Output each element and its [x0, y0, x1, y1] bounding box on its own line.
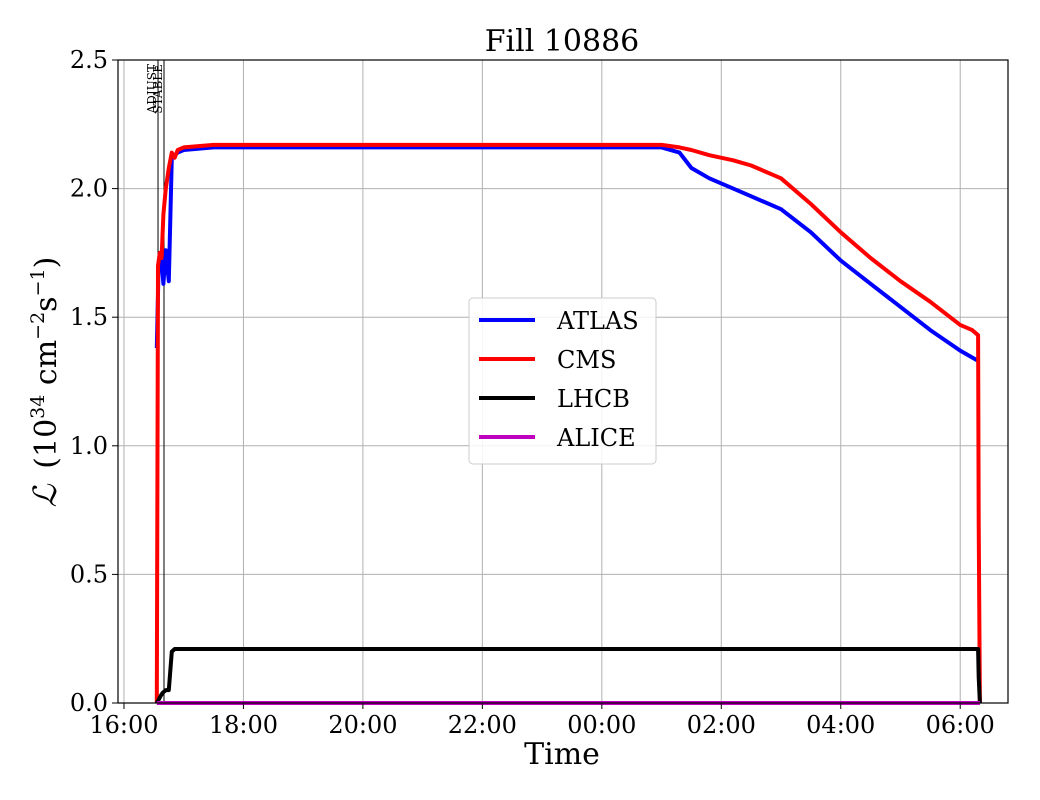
y-axis-label-exp2: −2: [27, 312, 49, 340]
legend-label: ATLAS: [556, 307, 639, 335]
plot-frame: [117, 59, 1009, 704]
x-tick-label: 22:00: [448, 711, 517, 739]
x-tick-label: 18:00: [209, 711, 278, 739]
y-tick-label: 0.5: [70, 560, 108, 588]
x-tick-label: 00:00: [567, 711, 636, 739]
x-tick-label: 04:00: [806, 711, 875, 739]
y-axis-label-exp1: 34: [27, 395, 49, 419]
legend-label: CMS: [557, 346, 616, 374]
y-axis-label-mid1: cm: [29, 340, 64, 395]
x-axis-ticks: 16:00 18:00 20:00 22:00 00:00 02:00 04:00 06:00: [89, 703, 995, 739]
x-tick-label: 16:00: [89, 711, 158, 739]
x-axis-label: Time: [524, 737, 600, 772]
legend-box: [468, 297, 657, 465]
y-axis-label-base: (10: [29, 419, 64, 469]
y-axis-ticks: 0.0 0.5 1.0 1.5 2.0 2.5: [70, 46, 118, 717]
y-tick-label: 2.5: [70, 46, 108, 74]
legend-label: ALICE: [556, 424, 636, 452]
y-tick-label: 0.0: [70, 689, 108, 717]
chart-title: Fill 10886: [485, 24, 640, 59]
y-axis-label-exp3: −1: [27, 268, 49, 296]
legend: ATLAS CMS LHCB ALICE: [468, 297, 657, 465]
phase-marker-label: STABLE: [151, 64, 165, 114]
x-tick-label: 06:00: [926, 711, 995, 739]
y-axis-label-mid2: s: [29, 296, 64, 311]
series-line-lhcb: [155, 647, 982, 704]
series-line-atlas: [154, 145, 980, 363]
y-tick-label: 2.0: [70, 175, 108, 203]
phase-marker-label: ADJUST: [145, 64, 159, 114]
y-axis-label-end: ): [29, 257, 64, 269]
y-tick-label: 1.5: [70, 303, 108, 331]
legend-label: LHCB: [557, 385, 630, 413]
x-tick-label: 20:00: [328, 711, 397, 739]
series-line-cms: [154, 142, 982, 704]
y-axis-label: ℒ (1034 cm−2s−1): [26, 257, 64, 508]
x-tick-label: 02:00: [687, 711, 756, 739]
y-tick-label: 1.0: [70, 432, 108, 460]
